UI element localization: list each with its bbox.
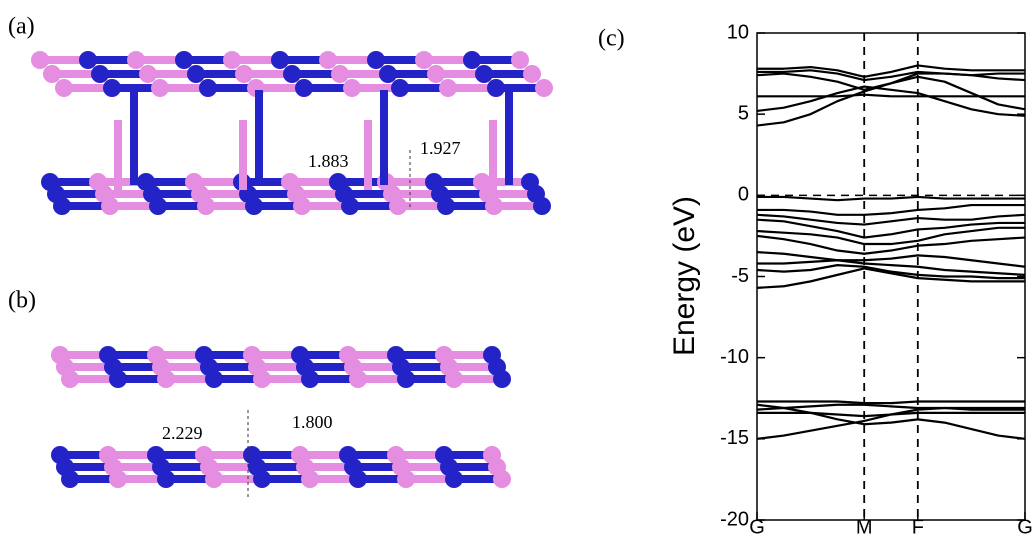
atom: [55, 79, 73, 97]
band-line: [757, 77, 1025, 126]
atom: [245, 197, 263, 215]
atom: [475, 65, 493, 83]
x-tick-label: G: [749, 516, 765, 538]
y-tick-label: 10: [727, 21, 749, 43]
atom: [511, 51, 529, 69]
atom: [91, 65, 109, 83]
atom: [109, 470, 127, 488]
bond: [364, 120, 372, 190]
atom: [103, 79, 121, 97]
atom: [379, 65, 397, 83]
atom: [397, 470, 415, 488]
atom: [523, 65, 541, 83]
atom: [109, 370, 127, 388]
bond-length: 1.927: [420, 138, 461, 158]
x-tick-label: M: [856, 516, 873, 538]
atom: [367, 51, 385, 69]
y-tick-label: -15: [720, 427, 749, 449]
atom: [175, 51, 193, 69]
atom: [31, 51, 49, 69]
atom: [283, 65, 301, 83]
atom: [295, 79, 313, 97]
bond: [380, 90, 388, 185]
atom: [293, 197, 311, 215]
atom: [445, 470, 463, 488]
y-tick-label: -5: [731, 265, 749, 287]
figure: (a) 1.883 1.927 (b) 2.229 1.800 (c) Ener…: [0, 0, 1033, 539]
atom: [61, 370, 79, 388]
atom: [331, 65, 349, 83]
atom: [61, 470, 79, 488]
y-axis-label: Energy (eV): [668, 196, 701, 356]
atom: [223, 51, 241, 69]
atom: [485, 197, 503, 215]
atom: [389, 197, 407, 215]
atom: [101, 197, 119, 215]
panel-label: (b): [8, 288, 36, 314]
atom: [341, 197, 359, 215]
atom: [301, 370, 319, 388]
atom: [53, 197, 71, 215]
panel-label: (a): [8, 14, 35, 40]
atom: [493, 470, 511, 488]
atom: [397, 370, 415, 388]
band-line: [757, 197, 1025, 200]
atom: [151, 79, 169, 97]
atom: [157, 370, 175, 388]
y-tick-label: -20: [720, 508, 749, 530]
bond-length: 1.883: [308, 151, 349, 171]
x-tick-label: F: [912, 516, 924, 538]
atom: [319, 51, 337, 69]
atom: [205, 370, 223, 388]
bond-length: 2.229: [162, 423, 203, 443]
atom: [205, 470, 223, 488]
atom: [415, 51, 433, 69]
atom: [445, 370, 463, 388]
atom: [535, 79, 553, 97]
y-tick-label: 0: [738, 184, 749, 206]
atom: [533, 197, 551, 215]
atom: [199, 79, 217, 97]
y-tick-label: -10: [720, 346, 749, 368]
bond: [114, 120, 122, 190]
atom: [187, 65, 205, 83]
atom: [79, 51, 97, 69]
bond: [130, 90, 138, 185]
atom: [127, 51, 145, 69]
atom: [301, 470, 319, 488]
atom: [43, 65, 61, 83]
atom: [197, 197, 215, 215]
bond: [255, 90, 263, 185]
band-line: [757, 205, 1025, 215]
atom: [349, 470, 367, 488]
bond-length: 1.800: [292, 412, 333, 432]
atom: [253, 470, 271, 488]
atom: [427, 65, 445, 83]
atom: [437, 197, 455, 215]
structures: [31, 51, 553, 500]
bond: [239, 120, 247, 190]
atom: [271, 51, 289, 69]
band-line: [757, 87, 1025, 116]
page: {"structures": { "a": {"label": "(a)", "…: [0, 0, 1033, 539]
atom: [463, 51, 481, 69]
atom: [343, 79, 361, 97]
panel-label: (c): [598, 26, 625, 52]
atom: [157, 470, 175, 488]
x-tick-label: G: [1017, 516, 1033, 538]
bond: [489, 120, 497, 190]
atom: [391, 79, 409, 97]
atom: [149, 197, 167, 215]
atom: [235, 65, 253, 83]
atom: [493, 370, 511, 388]
band-line: [757, 401, 1025, 403]
atom: [253, 370, 271, 388]
atom: [349, 370, 367, 388]
bond: [505, 90, 513, 185]
y-tick-label: 5: [738, 102, 749, 124]
atom: [439, 79, 457, 97]
atom: [487, 79, 505, 97]
band-line: [757, 95, 1025, 97]
atom: [139, 65, 157, 83]
